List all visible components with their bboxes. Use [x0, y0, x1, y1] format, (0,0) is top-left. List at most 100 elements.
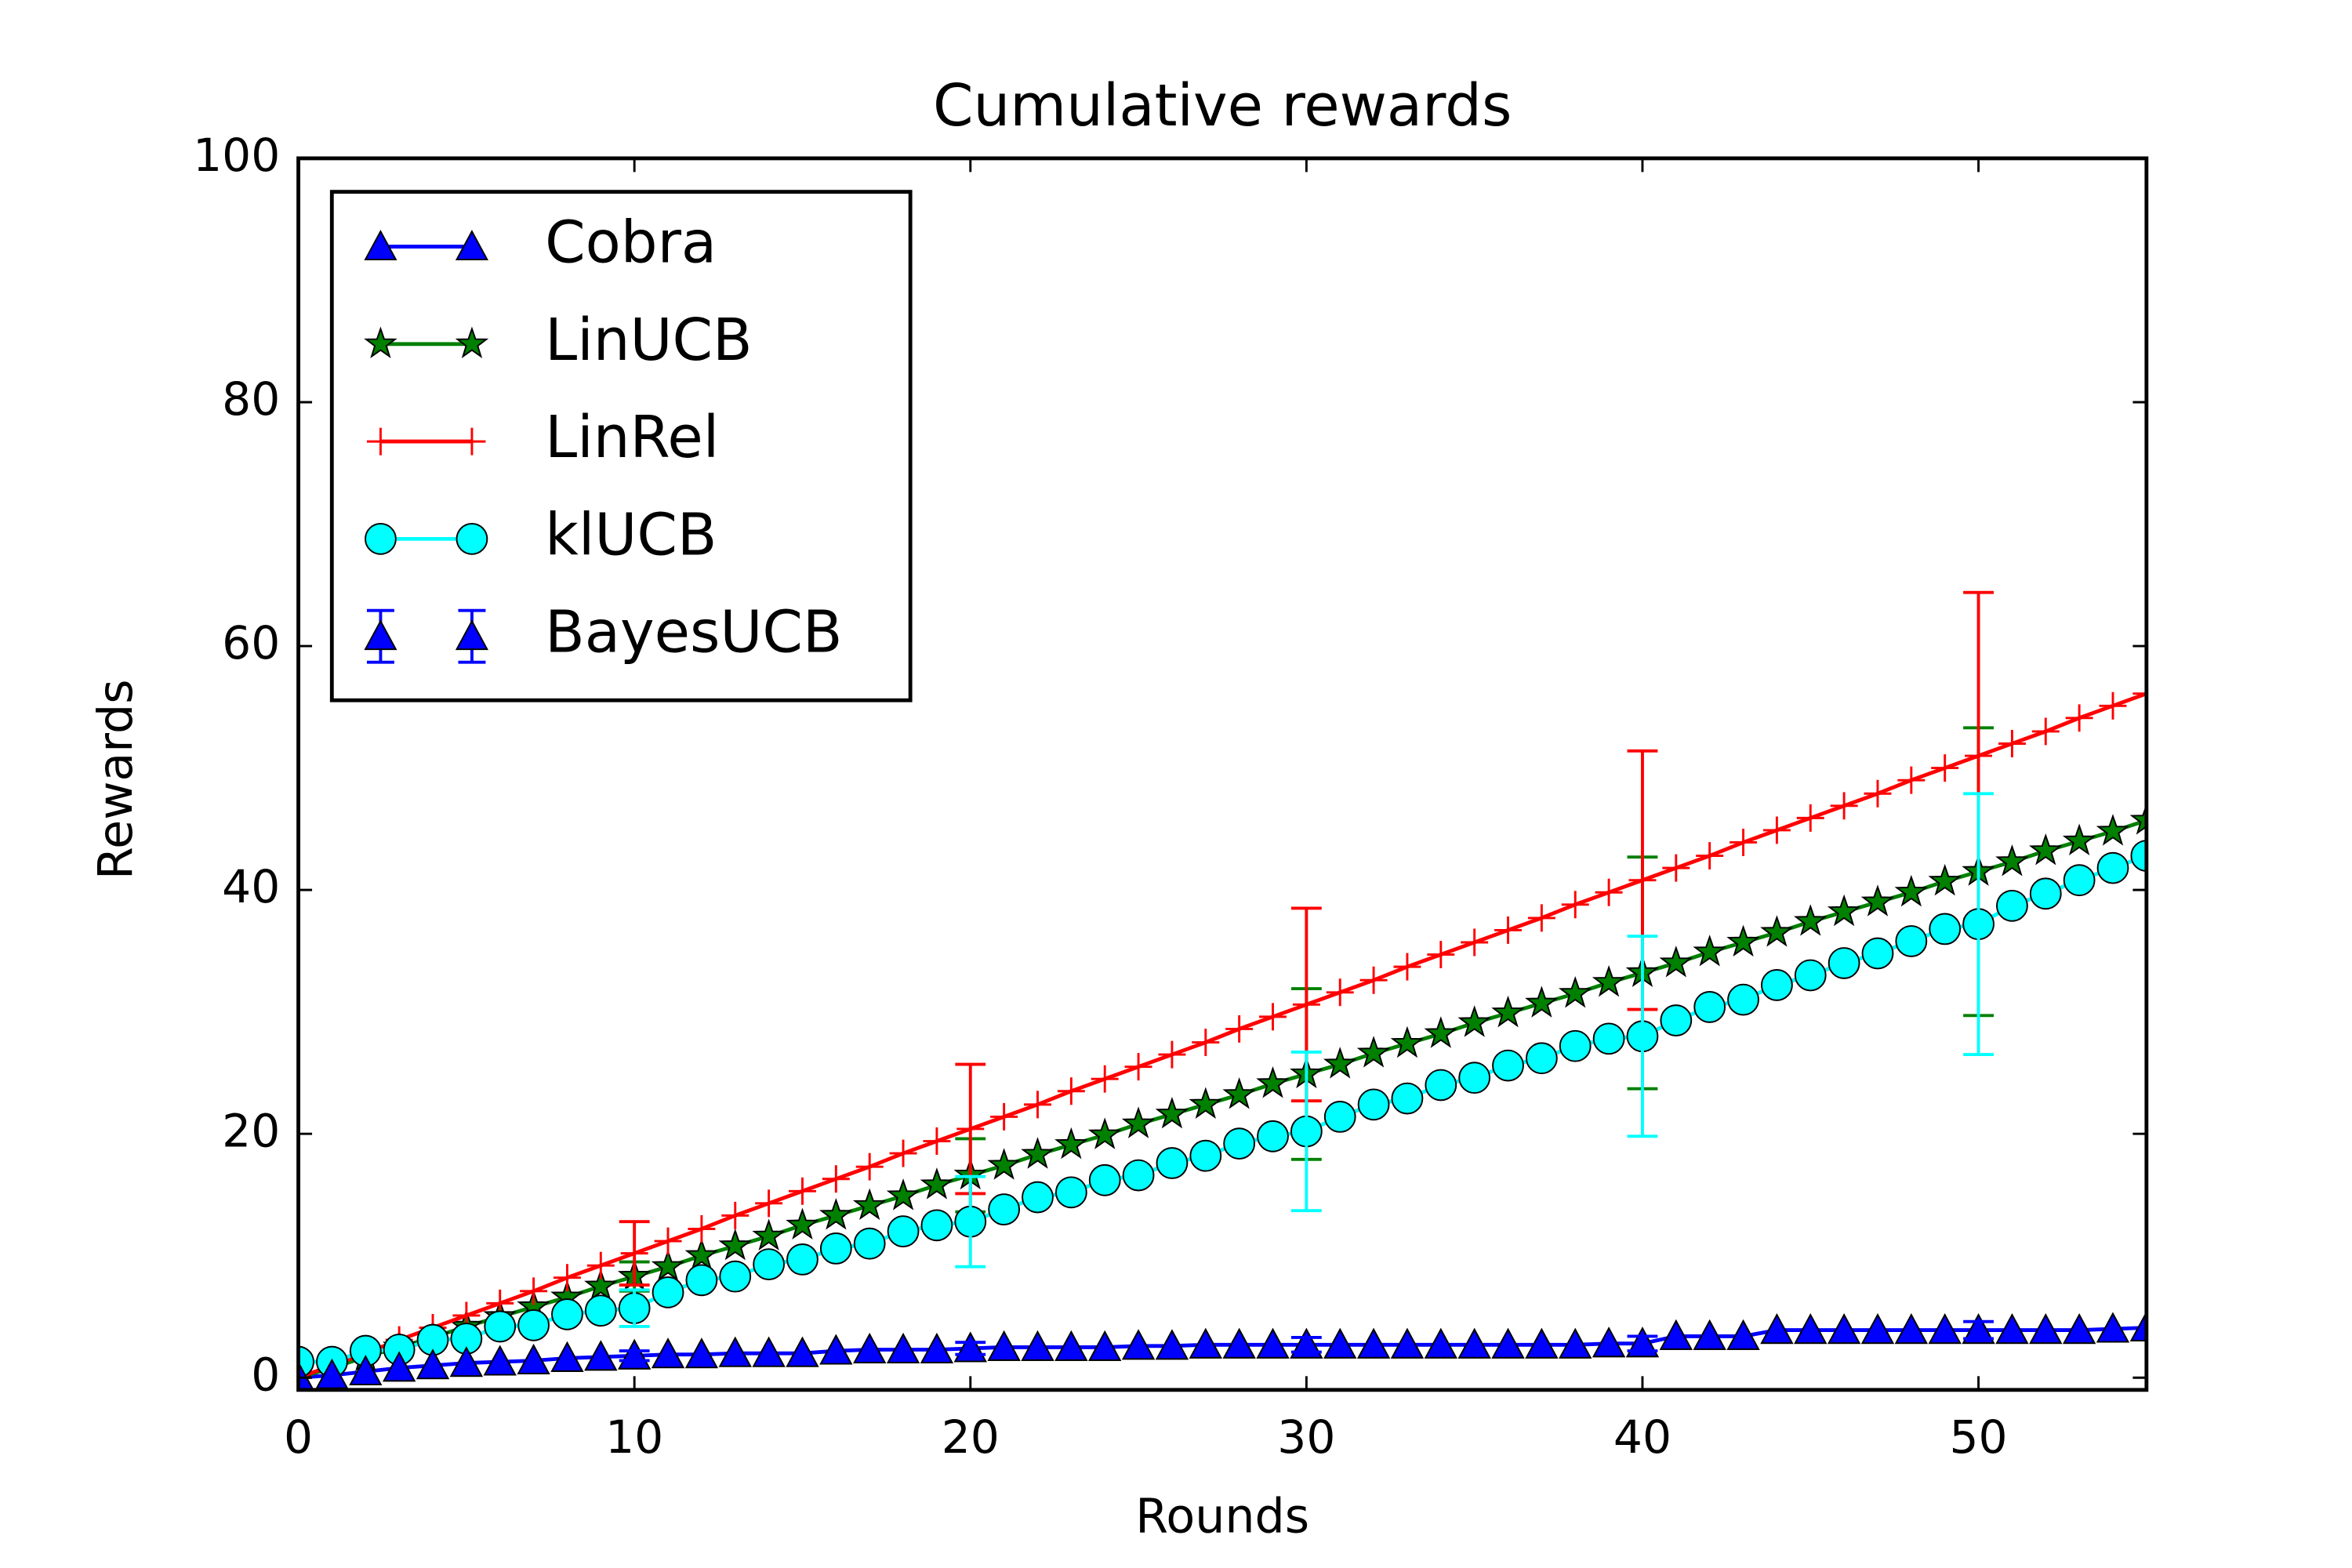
marker	[1894, 1313, 1928, 1345]
marker	[1660, 1004, 1693, 1036]
marker	[654, 1227, 682, 1255]
y-tick-label: 20	[222, 1104, 280, 1157]
marker	[1359, 966, 1388, 994]
error-bar	[1627, 1334, 1658, 1352]
marker	[2096, 851, 2129, 884]
marker	[584, 1340, 618, 1371]
marker	[449, 1346, 483, 1377]
marker	[1156, 1147, 1189, 1179]
marker	[920, 1209, 953, 1242]
marker	[2029, 1313, 2063, 1345]
marker	[1558, 975, 1592, 1008]
marker	[1323, 1327, 1357, 1359]
marker	[1995, 1313, 2029, 1345]
series-line	[298, 691, 2147, 1380]
x-tick-label: 10	[605, 1410, 663, 1464]
marker	[1928, 863, 1962, 896]
marker	[786, 1207, 819, 1240]
y-tick-label: 80	[222, 372, 280, 426]
marker	[752, 1336, 786, 1367]
marker	[718, 1228, 753, 1261]
marker	[1760, 1313, 1794, 1345]
marker	[1155, 1096, 1189, 1129]
marker	[1222, 1327, 1256, 1359]
marker	[1222, 1077, 1256, 1109]
marker	[1492, 1049, 1524, 1082]
marker	[553, 1264, 581, 1292]
legend-label: Cobra	[545, 210, 717, 277]
marker	[1727, 983, 1759, 1016]
marker	[1256, 1066, 1290, 1098]
marker	[1928, 1313, 1962, 1345]
marker	[2099, 691, 2127, 720]
marker	[1659, 1319, 1693, 1350]
marker	[2129, 803, 2147, 835]
marker	[1592, 1327, 1626, 1358]
marker	[1122, 1329, 1156, 1360]
legend-marker	[365, 522, 397, 555]
marker	[2031, 717, 2060, 746]
marker	[1762, 816, 1791, 844]
marker	[920, 1167, 954, 1200]
marker	[651, 1249, 685, 1281]
x-tick-label: 50	[1950, 1410, 2008, 1464]
marker	[1088, 1330, 1122, 1361]
marker	[1860, 1313, 1895, 1345]
marker	[2029, 877, 2062, 910]
error-bar	[955, 1174, 986, 1269]
marker	[484, 1310, 517, 1343]
legend-marker	[456, 522, 488, 555]
legend: Cobra LinUCB LinRel klUCB BayesUCB	[329, 190, 913, 702]
marker	[1424, 1327, 1457, 1359]
marker	[1091, 1065, 1119, 1093]
marker	[1223, 1127, 1256, 1160]
marker	[688, 1215, 716, 1243]
x-axis-label: Rounds	[1135, 1489, 1309, 1544]
marker	[987, 1148, 1021, 1180]
marker	[1225, 1014, 1254, 1043]
marker	[1662, 854, 1690, 882]
marker	[684, 1338, 718, 1369]
marker	[988, 1193, 1021, 1226]
marker	[1525, 1327, 1559, 1359]
marker	[1158, 1040, 1186, 1069]
marker	[1425, 1069, 1457, 1102]
legend-box	[329, 190, 913, 702]
marker	[1356, 1036, 1391, 1068]
marker	[1693, 991, 1726, 1023]
marker	[517, 1344, 550, 1374]
marker	[887, 1333, 920, 1363]
marker	[1761, 969, 1793, 1001]
legend-marker	[364, 619, 397, 651]
axes-frame	[296, 156, 2149, 1392]
marker	[1357, 1088, 1390, 1121]
marker	[1730, 829, 1758, 856]
marker	[789, 1177, 816, 1205]
marker	[753, 1248, 786, 1281]
y-tick-label: 0	[251, 1348, 280, 1401]
chart-title: Cumulative rewards	[933, 73, 1512, 140]
marker	[1457, 1327, 1491, 1359]
marker	[684, 1238, 719, 1270]
error-bar	[619, 1220, 650, 1287]
legend-label: LinUCB	[545, 307, 752, 374]
legend-marker	[366, 427, 394, 456]
marker	[685, 1264, 718, 1297]
legend-label: BayesUCB	[545, 600, 842, 666]
marker	[2132, 680, 2147, 708]
marker	[1427, 941, 1455, 969]
marker	[1861, 937, 1894, 970]
marker	[2129, 1311, 2147, 1341]
marker	[1525, 985, 1559, 1018]
marker	[1561, 891, 1589, 919]
marker	[1491, 995, 1525, 1028]
marker	[755, 1189, 783, 1218]
marker	[786, 1243, 818, 1276]
marker	[1830, 792, 1858, 820]
marker	[1057, 1077, 1085, 1105]
marker	[1929, 913, 1962, 946]
y-tick-label: 40	[222, 860, 280, 913]
marker	[1256, 1327, 1290, 1359]
x-tick-label: 20	[942, 1410, 1000, 1464]
